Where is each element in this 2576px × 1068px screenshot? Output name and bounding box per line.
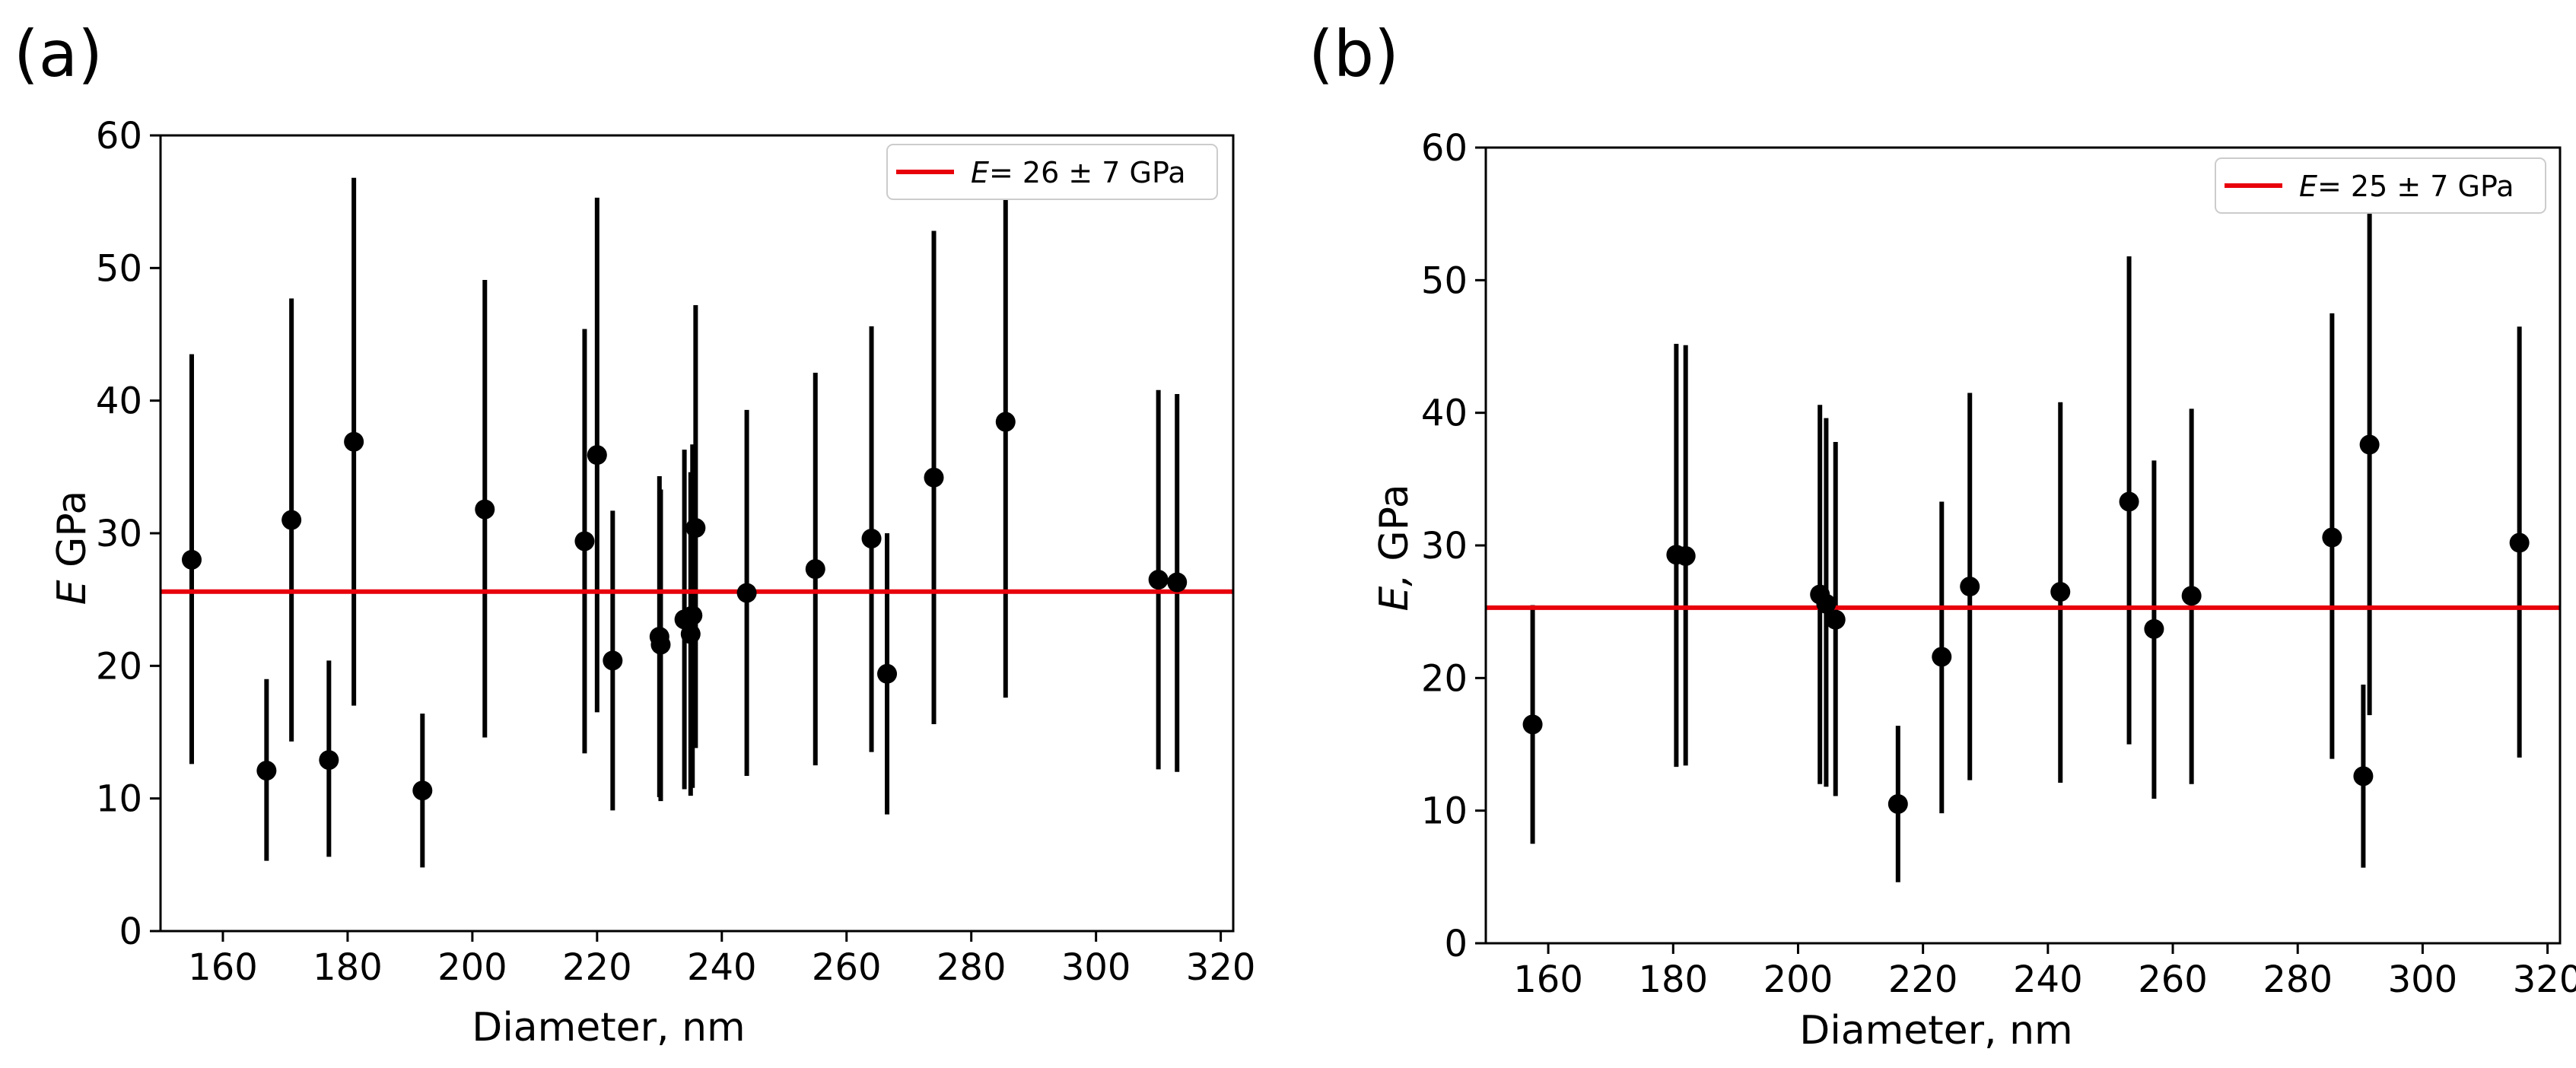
y-tick-label-a: 40 <box>96 380 142 423</box>
data-point-a <box>1167 572 1188 593</box>
y-tick-label-b: 40 <box>1421 393 1468 435</box>
y-axis-label-a: E GPa <box>49 491 95 606</box>
axes-frame-a <box>159 134 1235 933</box>
x-axis-label-b: Diameter, nm <box>1799 1008 2072 1054</box>
y-tick-label-a: 60 <box>96 115 142 157</box>
x-tick-label-a: 260 <box>812 946 882 989</box>
data-point-a <box>475 499 495 520</box>
data-point-a <box>344 431 364 452</box>
data-point-a <box>603 650 623 671</box>
x-tick-label-a: 240 <box>687 946 757 989</box>
x-tick-label-a: 320 <box>1186 946 1256 989</box>
legend-a-label: E= 26 ± 7 GPa <box>971 156 1185 189</box>
data-point-b <box>1675 545 1696 566</box>
plot-area-b: 160 180 200 220 240 260 280 300 320 0 10 20 30 40 50 60 <box>1421 127 2576 1001</box>
data-point-a <box>685 518 706 539</box>
data-point-a <box>682 606 703 626</box>
y-axis-label-b: E, GPa <box>1372 484 1417 611</box>
data-point-b <box>2144 618 2164 639</box>
y-axis-label-a-symbol: E <box>49 580 95 605</box>
x-tick-label-b: 200 <box>1763 958 1833 1001</box>
data-point-b <box>1825 609 1846 630</box>
data-point-a <box>256 761 277 781</box>
data-point-a <box>861 528 882 548</box>
panel-a-letter: (a) <box>14 17 103 91</box>
data-point-b <box>2359 434 2380 455</box>
data-point-a <box>805 559 825 580</box>
data-point-b <box>2181 586 2202 606</box>
data-point-a <box>574 531 595 551</box>
legend-a-box <box>886 144 1218 200</box>
x-tick-label-a: 220 <box>562 946 632 989</box>
panel-a: (a) 160 180 200 220 240 260 280 300 320 0 10 20 30 40… <box>14 17 1255 1051</box>
x-tick-label-b: 180 <box>1638 958 1708 1001</box>
plot-area-a: 160 180 200 220 240 260 280 300 320 0 10 20 30 40 50 60 <box>96 115 1255 989</box>
y-tick-label-b: 60 <box>1421 127 1468 170</box>
data-point-a <box>319 750 339 771</box>
data-point-b <box>1816 593 1837 614</box>
legend-b-label: E= 25 ± 7 GPa <box>2299 170 2514 203</box>
data-point-a <box>281 510 302 530</box>
y-tick-label-a: 50 <box>96 247 142 290</box>
x-tick-label-b: 320 <box>2513 958 2576 1001</box>
data-point-a <box>181 549 202 570</box>
data-point-b <box>2119 491 2139 512</box>
data-point-a <box>412 780 433 801</box>
svg-text:E, GPa: E, GPa <box>1372 484 1417 611</box>
data-point-b <box>1960 577 1980 597</box>
panel-b: (b) 160 180 200 220 240 260 280 300 320 0 10 20 30 40… <box>1309 17 2576 1054</box>
data-point-b <box>2353 766 2374 787</box>
y-axis-label-b-unit: GPa <box>1372 484 1417 574</box>
x-tick-label-b: 220 <box>1888 958 1958 1001</box>
axes-frame-b <box>1484 146 2562 945</box>
legend-a: E= 26 ± 7 GPa <box>886 144 1218 200</box>
y-tick-label-b: 30 <box>1421 525 1468 567</box>
y-tick-label-b: 50 <box>1421 259 1468 302</box>
x-tick-label-a: 300 <box>1061 946 1131 989</box>
x-tick-label-a: 160 <box>188 946 258 989</box>
data-point-b <box>2050 582 2071 602</box>
y-tick-label-a: 30 <box>96 513 142 555</box>
x-tick-label-a: 200 <box>437 946 507 989</box>
data-point-b <box>2322 527 2342 548</box>
data-point-b <box>1522 714 1543 735</box>
x-axis-label-a: Diameter, nm <box>472 1005 745 1051</box>
data-point-a <box>877 663 898 684</box>
y-tick-label-a: 10 <box>96 778 142 821</box>
data-point-b <box>1932 647 1952 667</box>
y-tick-label-b: 0 <box>1444 923 1468 965</box>
data-point-a <box>587 445 607 466</box>
data-point-a <box>924 467 944 488</box>
y-tick-label-b: 10 <box>1421 790 1468 833</box>
x-tick-label-b: 160 <box>1513 958 1583 1001</box>
legend-b-box <box>2215 157 2546 214</box>
data-point-a <box>680 624 701 644</box>
x-tick-label-a: 180 <box>313 946 383 989</box>
x-tick-label-b: 280 <box>2263 958 2333 1001</box>
x-tick-label-b: 240 <box>2013 958 2083 1001</box>
data-point-a <box>995 412 1016 432</box>
x-tick-label-b: 260 <box>2138 958 2208 1001</box>
y-axis-label-b-symbol: E, <box>1372 574 1417 611</box>
x-tick-label-b: 300 <box>2388 958 2458 1001</box>
y-tick-label-a: 20 <box>96 645 142 688</box>
data-point-a <box>1148 570 1169 590</box>
legend-b: E= 25 ± 7 GPa <box>2215 157 2546 214</box>
y-tick-label-a: 0 <box>119 911 142 953</box>
panel-b-letter: (b) <box>1309 17 1399 91</box>
svg-text:E GPa: E GPa <box>49 491 95 606</box>
data-point-a <box>650 634 671 655</box>
data-point-b <box>1887 793 1908 814</box>
y-tick-label-b: 20 <box>1421 657 1468 700</box>
data-point-b <box>2509 532 2530 553</box>
x-tick-label-a: 280 <box>937 946 1007 989</box>
data-point-a <box>736 583 757 603</box>
y-axis-label-a-unit: GPa <box>49 491 95 580</box>
